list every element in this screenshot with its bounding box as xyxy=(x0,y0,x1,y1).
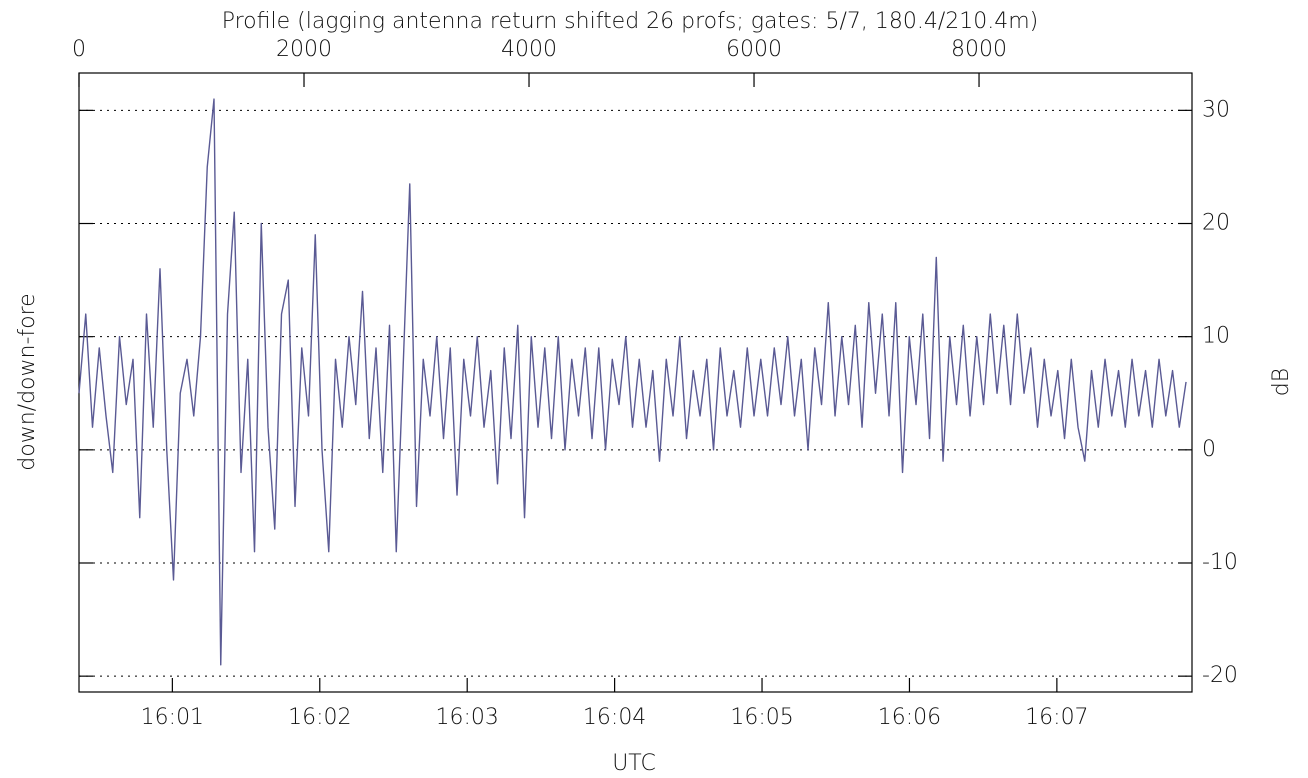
x-tick-label: 8000 xyxy=(951,37,1007,62)
x-tick-label: 2000 xyxy=(276,37,332,62)
x2-axis-label: UTC xyxy=(612,751,656,776)
x2-tick-label: 16:01 xyxy=(141,705,204,730)
x2-tick-label: 16:03 xyxy=(435,705,498,730)
x2-tick-label: 16:02 xyxy=(288,705,351,730)
x2-tick-label: 16:04 xyxy=(583,705,646,730)
y-tick-label: -20 xyxy=(1202,663,1238,688)
x-tick-label: 0 xyxy=(72,37,86,62)
x2-tick-label: 16:05 xyxy=(730,705,793,730)
y-tick-label: -10 xyxy=(1202,550,1238,575)
x-tick-label: 4000 xyxy=(501,37,557,62)
y-tick-label: 0 xyxy=(1202,437,1216,462)
y2-axis-label: dB xyxy=(1269,368,1294,396)
y-tick-label: 10 xyxy=(1202,324,1230,349)
x2-tick-label: 16:07 xyxy=(1025,705,1088,730)
y-tick-label: 30 xyxy=(1202,97,1230,122)
x2-tick-label: 16:06 xyxy=(878,705,941,730)
plot-frame xyxy=(78,72,1193,693)
y-tick-label: 20 xyxy=(1202,211,1230,236)
y-axis-label: down/down-fore xyxy=(15,293,40,470)
data-line xyxy=(78,98,1187,666)
chart-title: Profile (lagging antenna return shifted … xyxy=(222,9,1039,34)
x-tick-label: 6000 xyxy=(726,37,782,62)
